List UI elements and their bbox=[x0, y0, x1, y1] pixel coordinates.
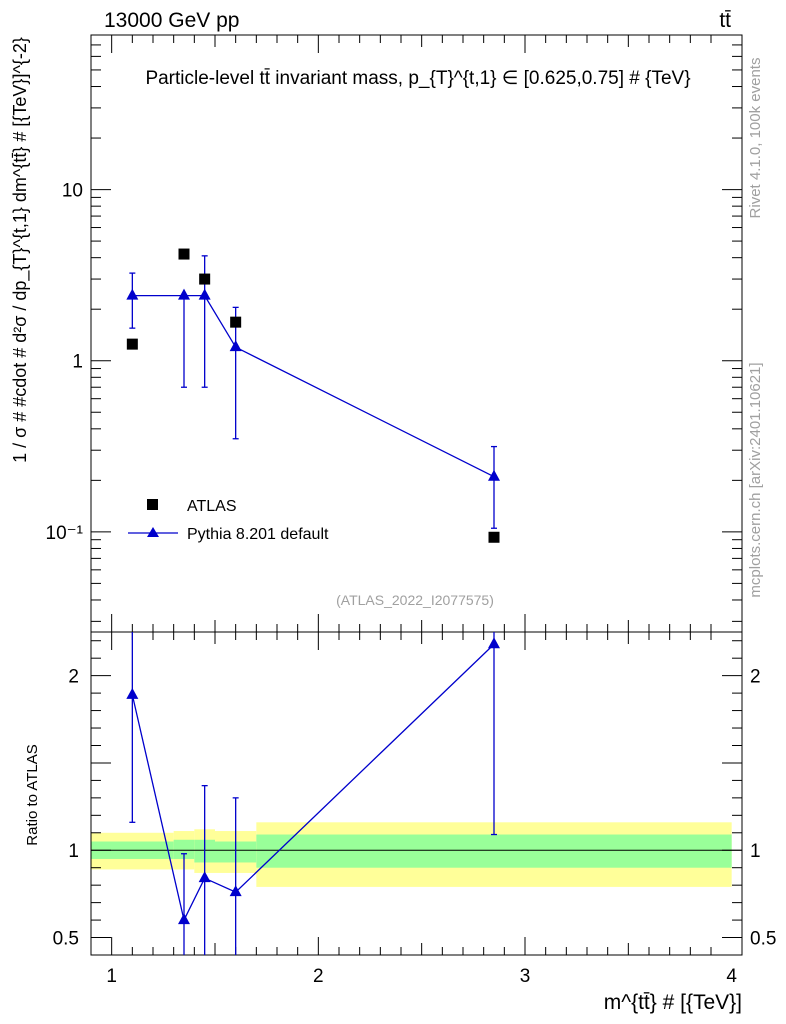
ratio-y-axis-label: Ratio to ATLAS bbox=[24, 744, 41, 845]
process-label: tt̄ bbox=[719, 9, 731, 32]
ratio-panel: 1 2 3 4 0.5 0.5 1 1 2 2 bbox=[53, 631, 776, 987]
atlas-point bbox=[178, 248, 190, 260]
atlas-point bbox=[230, 316, 242, 328]
main-panel: 10⁻¹ 1 10 bbox=[46, 34, 743, 633]
pythia-point bbox=[488, 469, 500, 481]
pythia-point bbox=[178, 288, 190, 300]
ratio-frame bbox=[90, 631, 743, 956]
pythia-series-line bbox=[132, 294, 495, 478]
legend: ATLAS Pythia 8.201 default bbox=[128, 498, 329, 543]
ratio-y-tick-label-right: 0.5 bbox=[750, 929, 776, 950]
y-tick-label: 1 bbox=[72, 352, 83, 373]
main-y-axis-label: 1 / σ # #cdot # d²σ / dp_{T}^{t,1} dm^{t… bbox=[10, 37, 31, 463]
legend-pythia-marker bbox=[147, 527, 159, 537]
pythia-point bbox=[198, 288, 211, 300]
energy-label: 13000 GeV pp bbox=[104, 9, 239, 32]
pythia-point bbox=[126, 288, 139, 300]
ratio-band-inner bbox=[173, 839, 195, 859]
ratio-y-tick-label-right: 2 bbox=[750, 667, 761, 688]
y-tick-label: 10⁻¹ bbox=[46, 523, 84, 544]
ratio-point bbox=[178, 913, 190, 925]
ratio-y-tick-label: 0.5 bbox=[53, 929, 79, 950]
ratio-point bbox=[229, 885, 242, 897]
plot-title: Particle-level tt̄ invariant mass, p_{T}… bbox=[145, 68, 690, 89]
ratio-y-tick-label: 1 bbox=[68, 841, 79, 862]
ratio-band-inner bbox=[256, 834, 732, 868]
x-tick-label: 2 bbox=[313, 966, 324, 987]
ratio-point bbox=[488, 637, 500, 649]
ratio-point bbox=[198, 871, 211, 883]
rivet-label: Rivet 4.1.0, 100k events bbox=[747, 58, 764, 219]
legend-pythia-label: Pythia 8.201 default bbox=[187, 526, 329, 543]
ratio-point bbox=[126, 687, 139, 699]
x-tick-label: 1 bbox=[106, 966, 117, 987]
pythia-point bbox=[229, 340, 242, 352]
ratio-y-tick-label-right: 1 bbox=[750, 841, 761, 862]
legend-atlas-label: ATLAS bbox=[187, 498, 237, 515]
x-tick-label: 3 bbox=[520, 966, 531, 987]
legend-atlas-marker bbox=[147, 499, 158, 510]
ratio-series-group bbox=[126, 632, 500, 955]
atlas-point bbox=[488, 531, 500, 543]
watermark: (ATLAS_2022_I2077575) bbox=[336, 592, 494, 608]
atlas-point bbox=[199, 273, 211, 285]
x-axis-label: m^{tt̄} # [{TeV}] bbox=[604, 991, 742, 1014]
x-tick-label: 4 bbox=[726, 966, 737, 987]
mcplots-label: mcplots.cern.ch [arXiv:2401.10621] bbox=[747, 362, 764, 597]
y-tick-label: 10 bbox=[62, 181, 83, 202]
ratio-y-tick-label: 2 bbox=[68, 667, 79, 688]
atlas-point bbox=[126, 338, 138, 350]
